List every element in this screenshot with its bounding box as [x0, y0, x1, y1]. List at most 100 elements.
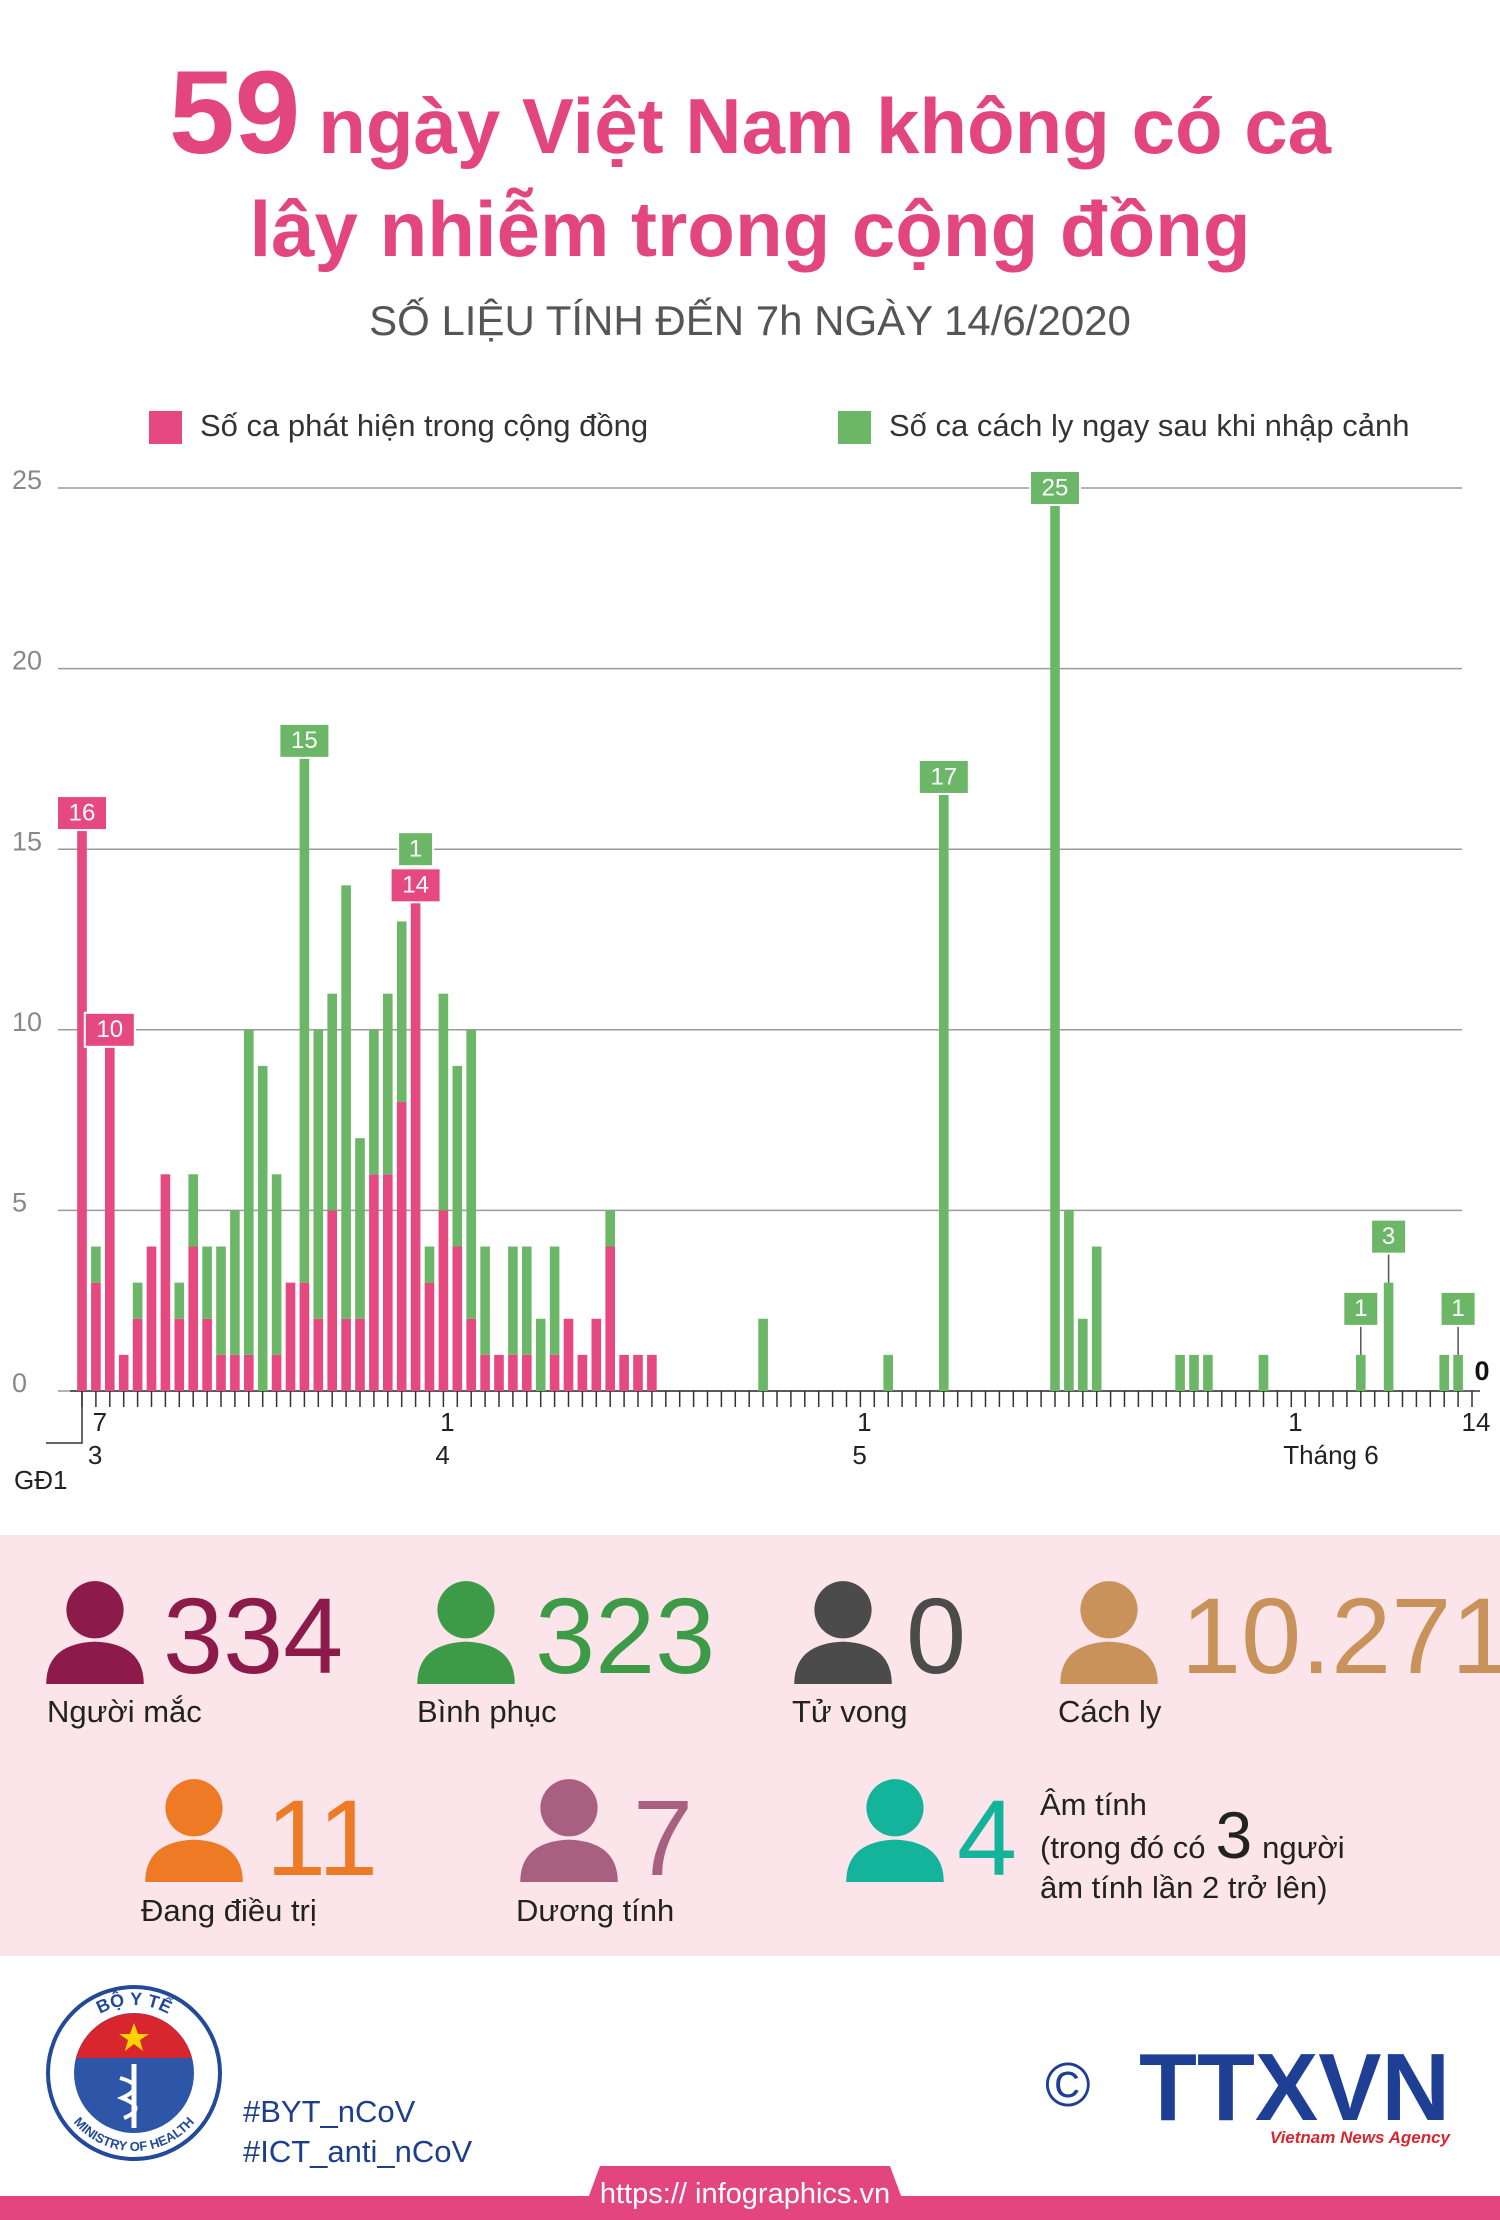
stat-value: 7: [633, 1777, 693, 1898]
value-label: 10: [96, 1016, 123, 1043]
label-box: [83, 1011, 136, 1048]
label-box: [278, 722, 331, 759]
month-label: 5: [852, 1440, 866, 1470]
bar-segment: [1078, 1318, 1088, 1391]
bar-segment: [939, 776, 949, 1391]
value-label: 0: [1474, 1356, 1489, 1386]
bar-segment: [883, 1354, 893, 1391]
bar-segment: [466, 1029, 476, 1319]
bar-segment: [1203, 1354, 1213, 1391]
bar-segment: [480, 1354, 490, 1391]
bar-segment: [91, 1246, 101, 1283]
stat-value: 11: [266, 1777, 378, 1898]
x-tick-label: 14: [1462, 1407, 1491, 1437]
subtitle: SỐ LIỆU TÍNH ĐẾN 7h NGÀY 14/6/2020: [369, 296, 1131, 344]
bar-segment: [369, 1174, 379, 1391]
note-text: người: [1262, 1830, 1344, 1865]
bar-segment: [271, 1354, 282, 1391]
stat-note: (trong đó có 3 người: [1040, 1798, 1345, 1872]
bar-segment: [369, 1029, 379, 1175]
chart: Số ca phát hiện trong cộng đồng Số ca các…: [12, 408, 1490, 1495]
bar-segment: [535, 1318, 546, 1391]
label-box: [1370, 1218, 1408, 1255]
bar-segment: [424, 1246, 435, 1283]
bar-segment: [1175, 1354, 1185, 1391]
bar-segment: [1439, 1354, 1449, 1391]
bar-segment: [327, 993, 337, 1211]
bar-segment: [257, 1065, 268, 1391]
bar-segment: [619, 1354, 629, 1391]
value-label: 14: [402, 872, 429, 899]
bar-segment: [522, 1354, 532, 1391]
stats-panel: [0, 1535, 1500, 1956]
bar-segment: [132, 1282, 143, 1319]
phase-bracket: [46, 1391, 83, 1444]
y-tick-label: 25: [12, 465, 42, 495]
bar-segment: [1453, 1354, 1463, 1391]
bar-segment: [216, 1246, 226, 1355]
copyright: ©: [1045, 2051, 1091, 2120]
stat-label: Người mắc: [47, 1694, 202, 1729]
bar-segment: [341, 885, 351, 1319]
stat-note: âm tính lần 2 trở lên): [1040, 1870, 1327, 1905]
stat-value: 10.271: [1181, 1575, 1500, 1696]
bar-segment: [1356, 1354, 1366, 1391]
bar-segment: [563, 1318, 574, 1391]
title-line-1: 59 ngày Việt Nam không có ca: [169, 47, 1332, 179]
bar-segment: [383, 1174, 393, 1391]
y-tick-label: 20: [12, 646, 42, 676]
label-box: [917, 758, 970, 795]
phase-label: GĐ1: [14, 1465, 67, 1495]
bar-segment: [132, 1318, 143, 1391]
bar-segment: [244, 1029, 254, 1355]
stat-label: Dương tính: [516, 1893, 674, 1928]
bar-segment: [1064, 1210, 1074, 1391]
stat-label: Bình phục: [417, 1694, 557, 1729]
value-label: 15: [291, 727, 318, 754]
hashtag: #ICT_anti_nCoV: [243, 2134, 473, 2169]
bar-segment: [1189, 1354, 1199, 1391]
stat-label: Tử vong: [792, 1694, 908, 1729]
bar-segment: [174, 1318, 185, 1391]
bar-segment: [1383, 1282, 1394, 1391]
url: https:// infographics.vn: [600, 2178, 890, 2210]
month-label: 3: [88, 1440, 102, 1470]
title-text: ngày Việt Nam không có ca: [318, 82, 1331, 170]
month-label: 4: [435, 1440, 449, 1470]
bar-segment: [1050, 488, 1060, 1391]
logo-snake: [116, 2076, 138, 2120]
bar-segment: [591, 1318, 602, 1391]
note-text: (trong đó có: [1040, 1830, 1205, 1865]
bar-segment: [605, 1210, 615, 1247]
bar-segment: [438, 1210, 449, 1391]
ministry-logo: BỘ Y TẾ MINISTRY OF HEALTH: [46, 1985, 222, 2161]
bar-segment: [549, 1246, 560, 1355]
bar-segment: [424, 1282, 435, 1391]
legend-label: Số ca cách ly ngay sau khi nhập cảnh: [889, 408, 1409, 443]
bar-segment: [549, 1354, 560, 1391]
bar-segment: [202, 1318, 212, 1391]
value-label: 1: [1354, 1295, 1367, 1322]
stat-label: Âm tính: [1040, 1787, 1147, 1822]
bar-segment: [327, 1210, 337, 1391]
bar-segment: [341, 1318, 351, 1391]
bar-segment: [355, 1138, 365, 1319]
value-label: 1: [1451, 1295, 1464, 1322]
y-tick-label: 10: [12, 1007, 42, 1037]
label-box: [397, 831, 435, 868]
bar-segment: [438, 993, 449, 1211]
bar-segment: [230, 1354, 240, 1391]
bar-segment: [480, 1246, 490, 1355]
month-label: Tháng 6: [1283, 1440, 1378, 1470]
bar-segment: [299, 1282, 310, 1391]
footer-tab: [580, 2166, 910, 2220]
bar-segment: [396, 921, 407, 1103]
bar-segment: [105, 1029, 115, 1391]
bar-segment: [118, 1354, 129, 1391]
note-number: 3: [1215, 1798, 1252, 1872]
agency-logo: TTXVN: [1139, 2034, 1450, 2141]
bar-segment: [508, 1354, 518, 1391]
bar-segment: [466, 1318, 476, 1391]
